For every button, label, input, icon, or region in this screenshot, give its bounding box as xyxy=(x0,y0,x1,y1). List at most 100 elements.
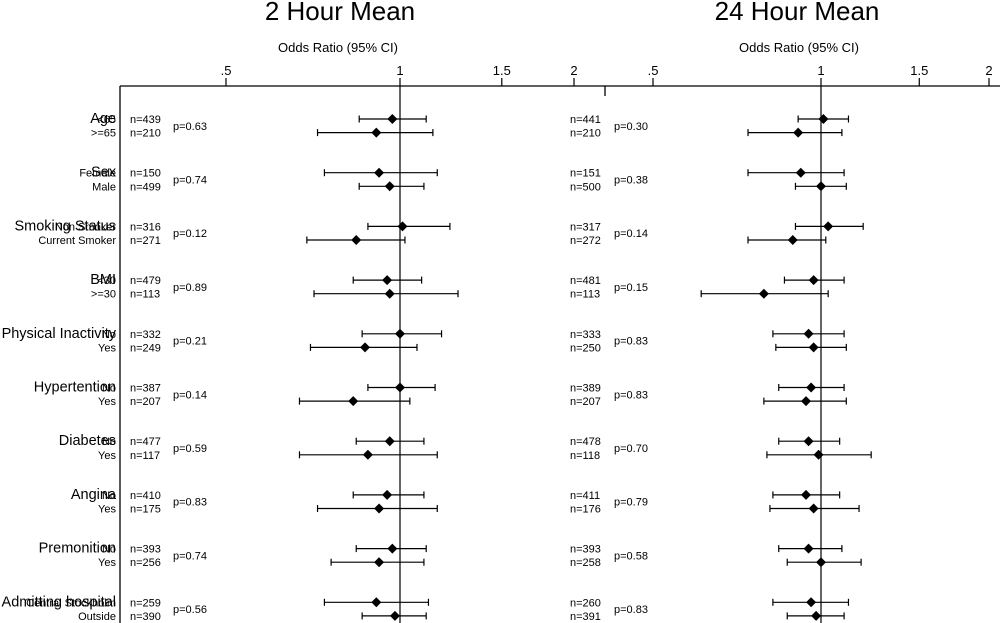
p-value: p=0.89 xyxy=(173,282,207,294)
odds-ratio-marker xyxy=(808,342,819,353)
group-header: Premonition xyxy=(39,541,116,557)
group-header: Smoking Status xyxy=(14,218,116,234)
odds-ratio-marker xyxy=(362,449,373,460)
x-tick-label: .5 xyxy=(648,63,659,78)
sample-size: n=117 xyxy=(130,450,160,462)
sample-size: n=411 xyxy=(570,490,600,502)
sample-size: n=113 xyxy=(130,289,160,301)
row-label: No xyxy=(102,436,116,448)
row-label: >=65 xyxy=(91,128,116,140)
group-header: Age xyxy=(90,111,116,127)
odds-ratio-marker xyxy=(818,114,829,124)
sample-size: n=479 xyxy=(130,275,161,287)
x-axis-label: Odds Ratio (95% CI) xyxy=(739,40,859,55)
sample-size: n=499 xyxy=(130,181,161,193)
sample-size: n=175 xyxy=(130,504,161,516)
row-label: Central Stockholm xyxy=(26,597,116,609)
odds-ratio-marker xyxy=(351,235,362,245)
group-header: Admitting hospital xyxy=(2,594,116,610)
odds-ratio-marker xyxy=(384,436,395,447)
odds-ratio-marker xyxy=(813,449,824,460)
odds-ratio-marker xyxy=(348,396,359,407)
odds-ratio-marker xyxy=(395,382,405,393)
x-tick-label: 1.5 xyxy=(910,63,928,78)
p-value: p=0.58 xyxy=(614,550,648,562)
sample-size: n=151 xyxy=(570,168,601,180)
p-value: p=0.83 xyxy=(614,604,648,616)
p-value: p=0.74 xyxy=(173,175,207,187)
sample-size: n=150 xyxy=(130,168,161,180)
sample-size: n=258 xyxy=(570,557,601,569)
odds-ratio-marker xyxy=(801,489,812,500)
odds-ratio-marker xyxy=(374,557,385,568)
sample-size: n=333 xyxy=(570,329,601,341)
x-tick-label: 1.5 xyxy=(493,63,511,78)
sample-size: n=113 xyxy=(570,289,600,301)
odds-ratio-marker xyxy=(374,167,385,178)
p-value: p=0.14 xyxy=(173,389,207,401)
odds-ratio-marker xyxy=(823,221,834,232)
sample-size: n=441 xyxy=(570,114,601,126)
p-value: p=0.38 xyxy=(614,175,648,187)
sample-size: n=439 xyxy=(130,114,161,126)
odds-ratio-marker xyxy=(803,436,814,447)
odds-ratio-marker xyxy=(389,610,400,621)
odds-ratio-marker xyxy=(811,610,822,621)
row-label: <65 xyxy=(97,114,116,126)
row-label: Male xyxy=(92,181,116,193)
sample-size: n=250 xyxy=(570,342,601,354)
p-value: p=0.83 xyxy=(173,497,207,509)
odds-ratio-marker xyxy=(787,235,798,245)
p-value: p=0.30 xyxy=(614,121,648,133)
sample-size: n=393 xyxy=(570,544,601,556)
row-label: No xyxy=(102,383,116,395)
row-label: No xyxy=(102,490,116,502)
odds-ratio-marker xyxy=(360,342,371,353)
sample-size: n=393 xyxy=(130,544,161,556)
odds-ratio-marker xyxy=(803,328,814,339)
odds-ratio-marker xyxy=(793,127,804,138)
row-label: Yes xyxy=(98,450,116,462)
row-label: Yes xyxy=(98,504,116,516)
sample-size: n=332 xyxy=(130,329,161,341)
odds-ratio-marker xyxy=(816,181,826,192)
odds-ratio-marker xyxy=(808,275,819,286)
x-tick-label: 1 xyxy=(817,63,824,78)
sample-size: n=481 xyxy=(570,275,601,287)
row-label: Female xyxy=(79,168,116,180)
odds-ratio-marker xyxy=(806,597,817,608)
p-value: p=0.83 xyxy=(614,389,648,401)
group-header: Hypertention xyxy=(34,380,116,396)
x-axis-label: Odds Ratio (95% CI) xyxy=(278,40,398,55)
odds-ratio-marker xyxy=(795,167,806,178)
row-label: Non Smoker xyxy=(55,221,116,233)
sample-size: n=477 xyxy=(130,436,161,448)
group-header: Angina xyxy=(71,487,117,503)
row-label: Yes xyxy=(98,557,116,569)
odds-ratio-marker xyxy=(758,288,769,299)
group-header: Sex xyxy=(91,165,117,181)
p-value: p=0.83 xyxy=(614,336,648,348)
sample-size: n=259 xyxy=(130,597,161,609)
row-label: >=30 xyxy=(91,289,116,301)
odds-ratio-marker xyxy=(384,288,395,299)
sample-size: n=500 xyxy=(570,181,601,193)
sample-size: n=260 xyxy=(570,597,601,609)
sample-size: n=118 xyxy=(570,450,600,462)
sample-size: n=389 xyxy=(570,383,601,395)
x-tick-label: .5 xyxy=(221,63,232,78)
p-value: p=0.14 xyxy=(614,228,648,240)
odds-ratio-marker xyxy=(808,503,819,514)
sample-size: n=210 xyxy=(130,128,161,140)
odds-ratio-marker xyxy=(374,503,385,514)
odds-ratio-marker xyxy=(387,543,398,554)
odds-ratio-marker xyxy=(801,396,812,407)
p-value: p=0.15 xyxy=(614,282,648,294)
odds-ratio-marker xyxy=(387,114,398,124)
sample-size: n=391 xyxy=(570,611,601,623)
p-value: p=0.56 xyxy=(173,604,207,616)
group-header: BMI xyxy=(90,272,116,288)
sample-size: n=410 xyxy=(130,490,161,502)
group-header: Diabetes xyxy=(59,433,116,449)
